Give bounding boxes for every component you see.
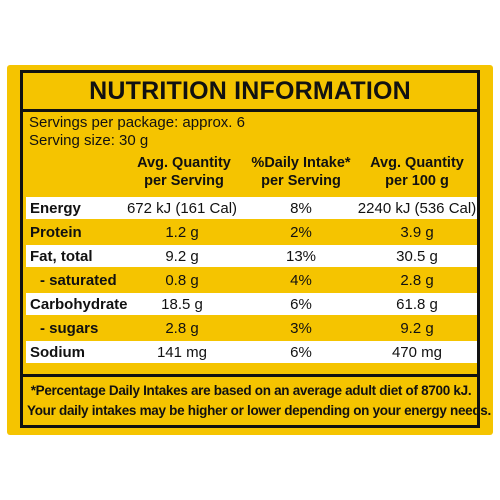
nutrient-row-fat-total: Fat, total 9.2 g 13% 30.5 g [26,245,477,267]
nutrient-name: Fat, total [30,248,93,265]
panel-title: NUTRITION INFORMATION [89,77,411,105]
column-header-per-100g: Avg. Quantity per 100 g [357,154,477,190]
column-header-per-100g-line1: Avg. Quantity [370,155,464,171]
column-header-daily-intake-line1: %Daily Intake* [251,155,351,171]
daily-intake-value: 2% [290,224,312,241]
column-header-per-serving-line2: per Serving [144,173,224,189]
nutrient-name: Sodium [30,344,85,361]
nutrition-panel: NUTRITION INFORMATION Servings per packa… [20,70,491,428]
per-100g-value: 3.9 g [400,224,434,241]
nutrient-name: Energy [30,200,81,217]
per-serving-value: 18.5 g [161,296,203,313]
footnote-divider [23,374,477,377]
nutrient-name: Protein [30,224,82,241]
title-divider [23,109,477,112]
column-header-per-serving-line1: Avg. Quantity [137,155,231,171]
daily-intake-value: 4% [290,272,312,289]
nutrient-row-energy: Energy 672 kJ (161 Cal) 8% 2240 kJ (536 … [26,197,477,219]
footnote-line-2: Your daily intakes may be higher or lowe… [27,403,491,418]
nutrient-row-sodium: Sodium 141 mg 6% 470 mg [26,341,477,363]
servings-per-package: Servings per package: approx. 6 [29,114,245,131]
nutrient-row-sugars: - sugars 2.8 g 3% 9.2 g [26,317,477,339]
per-serving-value: 2.8 g [165,320,199,337]
footnote-line-1: *Percentage Daily Intakes are based on a… [30,383,472,398]
daily-intake-value: 6% [290,344,312,361]
nutrient-row-saturated: - saturated 0.8 g 4% 2.8 g [26,269,477,291]
column-header-per-100g-line2: per 100 g [385,173,449,189]
nutrient-name: Carbohydrate [30,296,128,313]
per-100g-value: 9.2 g [400,320,434,337]
column-header-per-serving: Avg. Quantity per Serving [124,154,244,190]
per-100g-value: 30.5 g [396,248,438,265]
per-serving-value: 672 kJ (161 Cal) [126,200,238,217]
serving-size: Serving size: 30 g [29,132,149,149]
per-100g-value: 2.8 g [400,272,434,289]
per-serving-value: 9.2 g [165,248,199,265]
daily-intake-value: 6% [290,296,312,313]
nutrient-name: - saturated [40,272,117,289]
column-header-daily-intake: %Daily Intake* per Serving [241,154,361,190]
daily-intake-value: 13% [285,248,317,265]
daily-intake-value: 3% [290,320,312,337]
per-100g-value: 470 mg [391,344,443,361]
per-serving-value: 141 mg [156,344,208,361]
per-serving-value: 0.8 g [165,272,199,289]
per-100g-value: 2240 kJ (536 Cal) [357,200,477,217]
nutrient-row-protein: Protein 1.2 g 2% 3.9 g [26,221,477,243]
nutrient-row-carbohydrate: Carbohydrate 18.5 g 6% 61.8 g [26,293,477,315]
daily-intake-value: 8% [290,200,312,217]
nutrient-name: - sugars [40,320,99,337]
per-100g-value: 61.8 g [396,296,438,313]
column-header-daily-intake-line2: per Serving [261,173,341,189]
per-serving-value: 1.2 g [165,224,199,241]
